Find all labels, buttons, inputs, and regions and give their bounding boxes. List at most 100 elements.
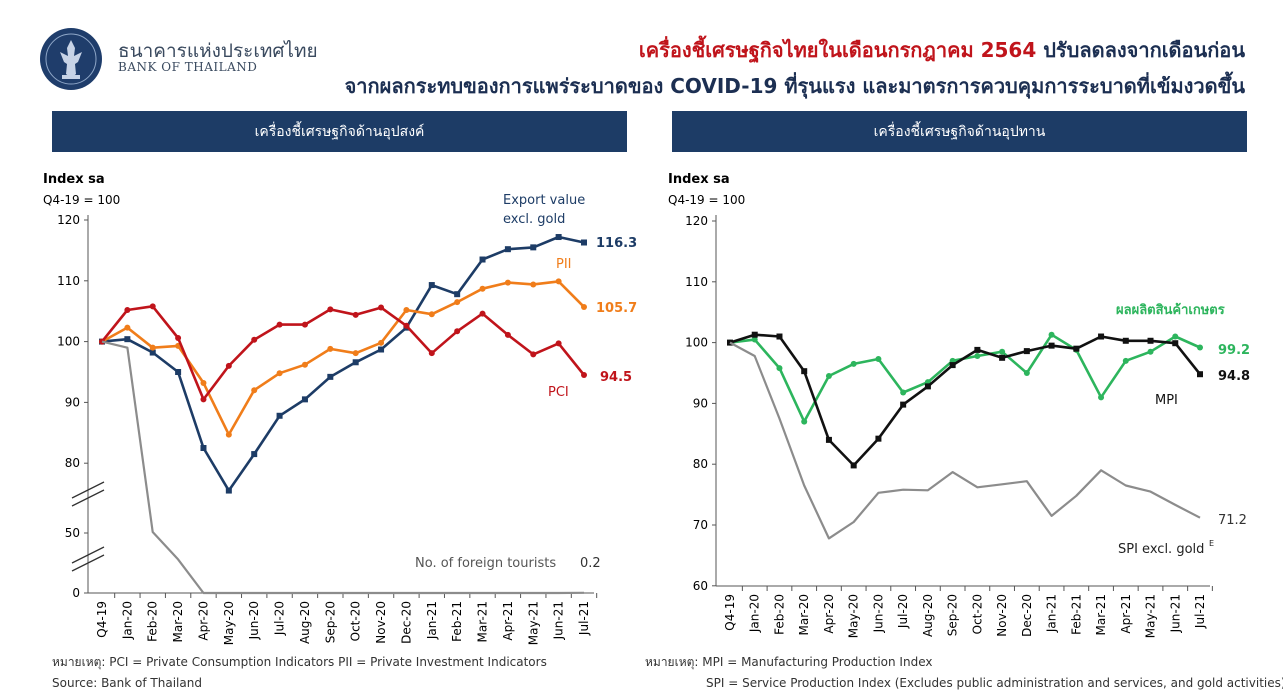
data-point-marker [276, 321, 283, 328]
data-point-marker [900, 389, 907, 396]
data-point-marker [403, 306, 410, 313]
y-tick-label: 0 [72, 586, 80, 600]
data-point-marker [378, 304, 385, 311]
bank-of-thailand-logo [40, 28, 102, 90]
data-point-marker [327, 306, 334, 313]
data-point-marker [850, 360, 857, 367]
left-panel-title: เครื่องชี้เศรษฐกิจด้านอุปสงค์ [52, 111, 627, 152]
supply-indicators-chart: Index sa Q4-19 = 100 120 110 100 90 80 70 60 Q4-1… [668, 172, 1250, 638]
data-point-marker [1197, 344, 1203, 351]
x-tick-label: Feb-20 [146, 601, 160, 642]
axis-break-mark [71, 489, 105, 507]
data-point-marker [850, 462, 857, 469]
data-point-marker [352, 359, 359, 366]
y-axis-base-note: Q4-19 = 100 [43, 193, 120, 207]
y-axis-title: Index sa [43, 172, 105, 187]
data-point-marker [751, 336, 758, 343]
data-point-marker [581, 372, 587, 379]
data-point-marker [378, 346, 385, 353]
x-tick-label: Sep-20 [946, 594, 960, 636]
right-footnote-spi: SPI = Service Production Index (Excludes… [706, 676, 1283, 690]
data-point-marker [1048, 342, 1055, 349]
x-tick-label: Apr-20 [196, 601, 210, 641]
data-point-marker [1147, 348, 1154, 355]
data-point-marker [825, 373, 832, 380]
data-point-marker [900, 401, 907, 408]
y-tick-label: 90 [65, 395, 80, 409]
garuda-emblem-icon [41, 29, 101, 89]
x-tick-label: Q4-19 [95, 601, 109, 638]
x-tick-label: Jan-20 [120, 601, 134, 640]
y-tick-label: 110 [57, 274, 80, 288]
data-point-marker [924, 383, 931, 390]
x-tick-label: Apr-21 [501, 601, 515, 641]
data-point-marker [530, 244, 537, 251]
y-tick-label: 100 [57, 335, 80, 349]
x-tick-label: May-20 [222, 601, 236, 645]
data-point-marker [504, 246, 511, 253]
y-axis-title: Index sa [668, 172, 730, 187]
data-point-marker [149, 344, 156, 351]
y-tick-label: 70 [693, 518, 708, 532]
legend-spi-superscript: E [1209, 539, 1214, 548]
data-point-marker [581, 303, 587, 310]
x-tick-label: Aug-20 [921, 594, 935, 637]
x-tick-label: Jun-20 [871, 594, 885, 633]
title-rest: ปรับลดลงจากเดือนก่อน [1043, 38, 1245, 62]
data-point-marker [175, 369, 182, 375]
data-point-marker [403, 322, 410, 329]
demand-indicators-chart: Index sa Q4-19 = 100 120 110 100 90 80 50 0 Q4-19… [43, 172, 637, 645]
data-point-marker [428, 311, 435, 318]
y-axis-base-note: Q4-19 = 100 [668, 193, 745, 207]
end-value-label: 0.2 [580, 556, 601, 571]
y-tick-label: 120 [685, 214, 708, 228]
y-tick-label: 120 [57, 213, 80, 227]
x-tick-label: Jul-21 [1193, 594, 1207, 629]
x-tick-label: Jan-21 [1045, 594, 1059, 633]
data-point-marker [149, 303, 156, 310]
legend-pii: PII [556, 257, 572, 272]
end-value-label: 94.5 [600, 370, 632, 385]
x-tick-label: Oct-20 [970, 594, 984, 634]
data-point-marker [1023, 370, 1030, 376]
data-point-marker [1098, 333, 1105, 340]
data-point-marker [801, 418, 808, 425]
data-point-marker [225, 362, 232, 369]
series-line-0 [729, 333, 1201, 423]
x-tick-label: Apr-20 [822, 594, 836, 634]
data-point-marker [301, 321, 308, 328]
axis-break-mark [71, 546, 105, 564]
page-title-line1: เครื่องชี้เศรษฐกิจไทยในเดือนกรกฎาคม 2564… [639, 34, 1245, 66]
y-tick-label: 90 [693, 396, 708, 410]
y-tick-label: 80 [65, 456, 80, 470]
data-point-marker [801, 368, 808, 375]
data-point-marker [479, 285, 486, 292]
right-panel-title: เครื่องชี้เศรษฐกิจด้านอุปทาน [672, 111, 1247, 152]
y-tick-label: 110 [685, 275, 708, 289]
left-footnote: หมายเหตุ: PCI = Private Consumption Indi… [52, 655, 547, 669]
data-point-marker [1098, 394, 1105, 401]
data-point-marker [504, 331, 511, 338]
data-point-marker [974, 352, 981, 359]
series-line-0 [101, 235, 585, 492]
data-point-marker [454, 291, 461, 298]
page-title-line2: จากผลกระทบของการแพร่ระบาดของ COVID-19 ที… [344, 74, 1245, 98]
data-point-marker [555, 340, 562, 347]
data-point-marker [974, 346, 981, 353]
x-tick-label: Oct-20 [349, 601, 363, 641]
data-point-marker [581, 239, 587, 246]
x-tick-label: Jul-21 [577, 601, 591, 636]
data-point-marker [949, 362, 956, 369]
x-tick-label: Jun-21 [1168, 594, 1182, 633]
title-highlight: เครื่องชี้เศรษฐกิจไทยในเดือนกรกฎาคม 2564 [638, 38, 1037, 62]
x-tick-label: Jan-20 [748, 594, 762, 633]
data-point-marker [1122, 357, 1129, 364]
data-point-marker [555, 234, 562, 241]
end-value-label: 71.2 [1218, 513, 1247, 528]
x-tick-label: May-20 [847, 594, 861, 638]
x-tick-label: Nov-20 [374, 601, 388, 644]
y-tick-label: 80 [693, 457, 708, 471]
data-point-marker [428, 350, 435, 357]
x-tick-label: Jun-21 [552, 601, 566, 640]
end-value-label: 116.3 [596, 236, 637, 251]
